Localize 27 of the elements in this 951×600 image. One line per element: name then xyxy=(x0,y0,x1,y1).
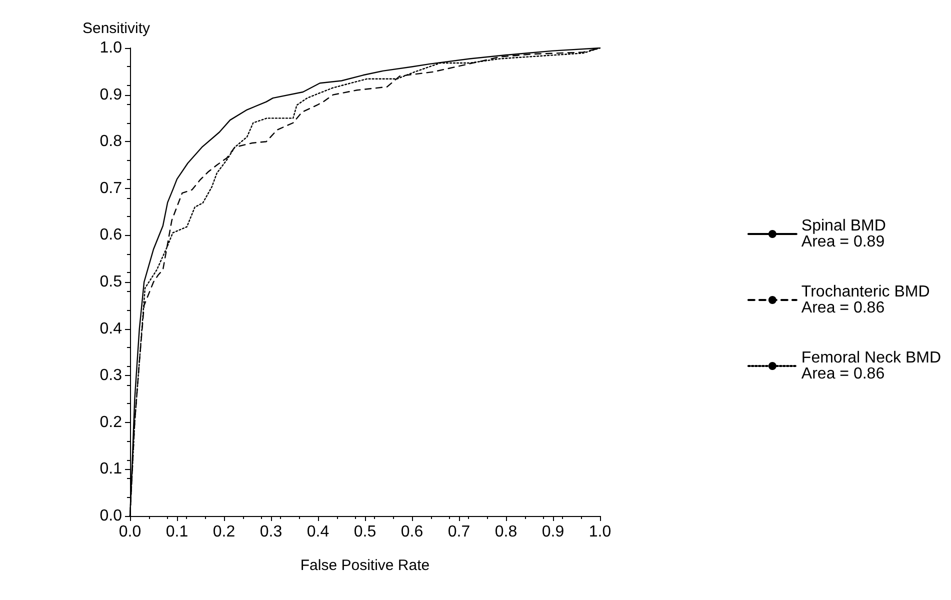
x-tick-label: 0.0 xyxy=(118,524,142,540)
x-axis-title: False Positive Rate xyxy=(300,557,430,574)
y-tick-label: 0.7 xyxy=(100,180,122,197)
y-tick-label: 0.5 xyxy=(100,274,122,290)
y-tick-label: 0.1 xyxy=(100,460,122,478)
legend-label: Trochanteric BMD Area = 0.86 xyxy=(801,284,930,316)
legend-label: Femoral Neck BMD Area = 0.86 xyxy=(801,350,941,382)
x-tick-label: 0.7 xyxy=(448,524,470,540)
y-tick-label: 1.0 xyxy=(100,40,122,56)
x-tick-label: 0.4 xyxy=(306,524,330,540)
y-tick-label: 0.0 xyxy=(100,508,122,524)
y-tick-label: 0.4 xyxy=(100,320,122,338)
x-tick-label: 0.9 xyxy=(542,524,564,540)
y-tick-label: 0.9 xyxy=(100,86,122,104)
x-tick-label: 0.5 xyxy=(354,524,376,540)
y-axis-title: Sensitivity xyxy=(82,20,150,37)
x-tick-label: 0.3 xyxy=(260,524,282,540)
x-tick-label: 1.0 xyxy=(588,524,612,540)
x-tick-label: 0.8 xyxy=(494,524,518,540)
y-tick-label: 0.6 xyxy=(100,226,122,244)
x-tick-label: 0.2 xyxy=(212,524,236,540)
y-tick-label: 0.8 xyxy=(100,133,122,150)
x-tick-label: 0.1 xyxy=(166,524,188,540)
legend-label: Spinal BMD Area = 0.89 xyxy=(801,218,886,250)
x-tick-label: 0.6 xyxy=(400,524,424,540)
y-tick-label: 0.3 xyxy=(100,367,122,384)
y-tick-label: 0.2 xyxy=(100,414,122,431)
